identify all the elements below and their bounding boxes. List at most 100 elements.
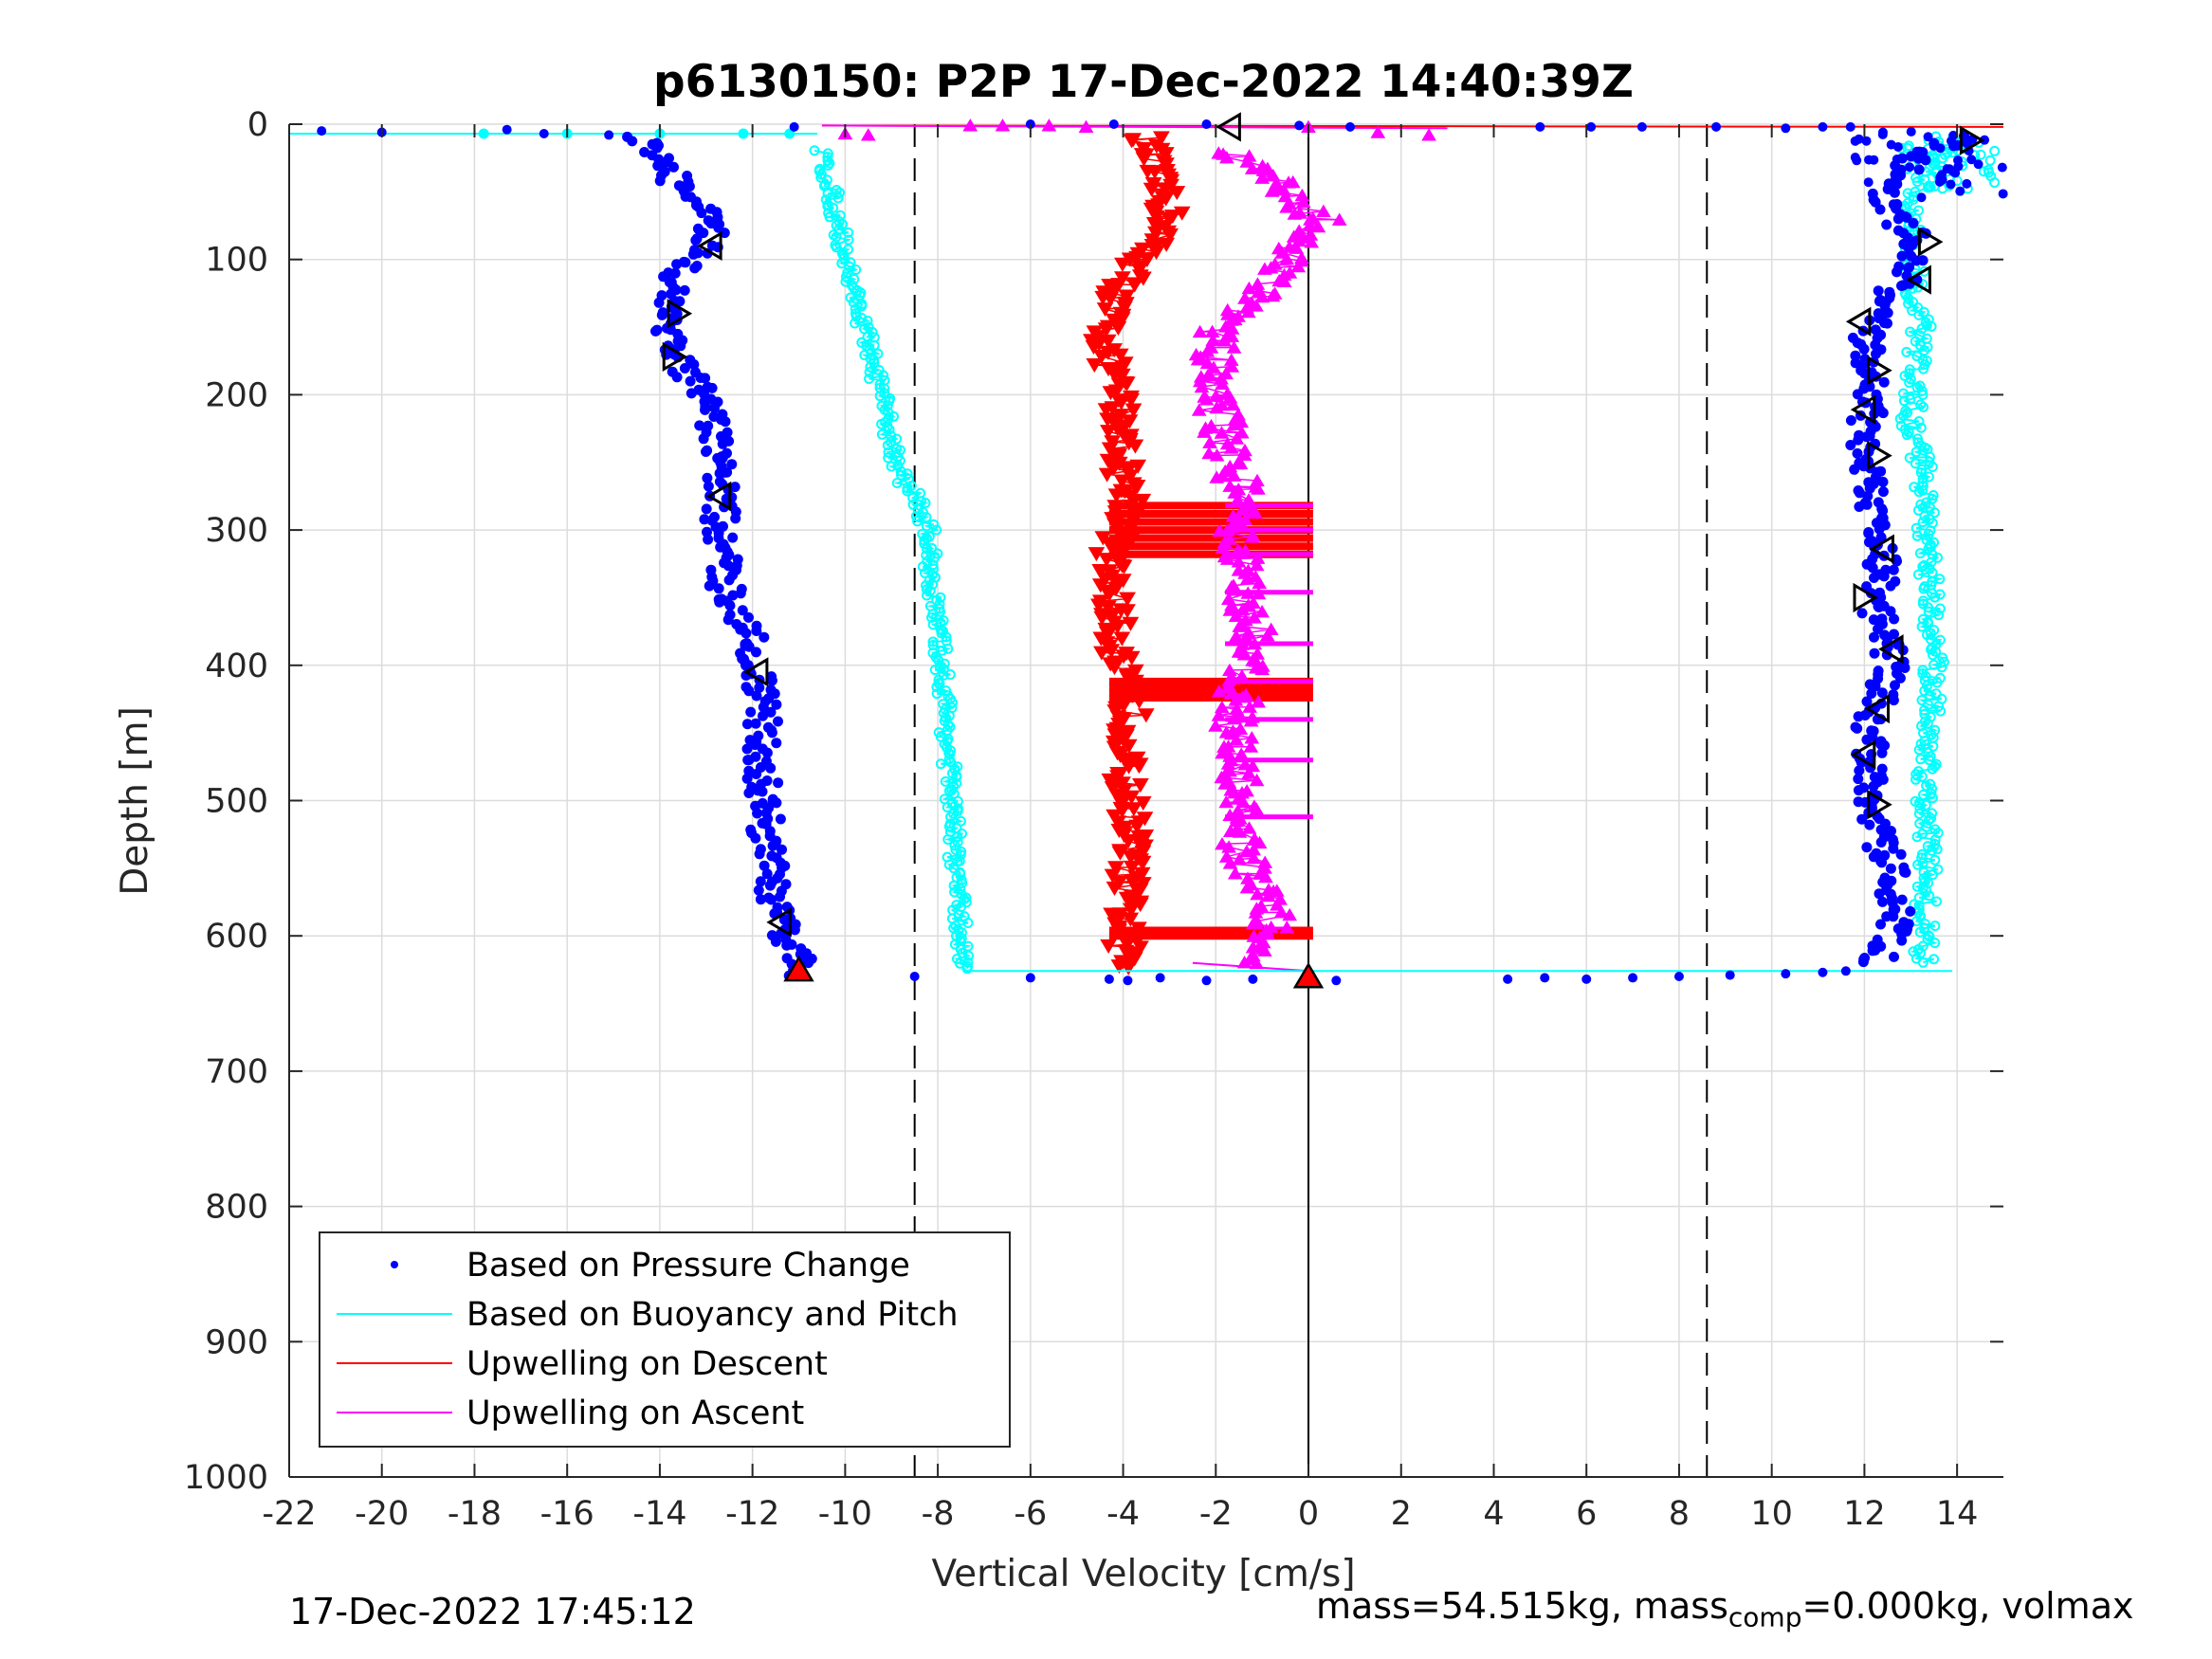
descent-upwelling-point [1094, 290, 1112, 305]
buoyancy-point [891, 478, 903, 488]
footer-mass-subscript: comp [1728, 1601, 1802, 1633]
pressure-change-point [1877, 486, 1889, 498]
pressure-change-point [742, 755, 754, 766]
descent-upwelling-point [1157, 147, 1175, 162]
descent-upwelling-point [1132, 778, 1149, 793]
descent-upwelling-point [1120, 960, 1138, 975]
buoyancy-point [822, 200, 833, 211]
descent-upwelling-point [1093, 611, 1111, 626]
footer-mass-suffix: =0.000kg, volmax [1801, 1585, 2134, 1627]
ascent-upwelling-point [1263, 622, 1279, 635]
buoyancy-point [883, 413, 894, 425]
pressure-change-extra-point [502, 124, 512, 135]
buoyancy-point [1925, 778, 1936, 790]
ascent-upwelling-point [1287, 207, 1303, 220]
buoyancy-point [952, 795, 963, 807]
right-pointing-triangle-marker [1917, 227, 1944, 257]
pressure-change-point [698, 433, 709, 445]
ascent-upwelling-point [1250, 647, 1266, 660]
pressure-change-point [1856, 608, 1868, 619]
buoyancy-point [956, 933, 967, 944]
ascent-upwelling-point [1250, 473, 1265, 487]
x-tick-label: -8 [922, 1495, 955, 1533]
ascent-upwelling-point [1219, 302, 1235, 317]
ascent-upwelling-point [1247, 799, 1262, 812]
pressure-change-point [1892, 225, 1904, 236]
pressure-change-point [653, 297, 665, 308]
pressure-change-point [740, 628, 752, 639]
descent-upwelling-point [1147, 226, 1164, 241]
buoyancy-point [874, 391, 886, 402]
ascent-upwelling-point [1247, 831, 1263, 846]
ascent-upwelling-surface-point [1370, 125, 1386, 138]
pressure-change-point [716, 414, 727, 426]
buoyancy-point [822, 188, 833, 199]
buoyancy-point [865, 361, 876, 373]
pressure-change-extra-point [1586, 121, 1597, 132]
ascent-upwelling-point [1214, 700, 1230, 714]
right-pointing-triangle-marker [1959, 125, 1985, 155]
ascent-upwelling-point [1267, 286, 1283, 300]
ascent-upwelling-point [1267, 257, 1283, 270]
descent-upwelling-point [1119, 592, 1136, 607]
buoyancy-point [1914, 548, 1926, 559]
descent-upwelling-point [1122, 616, 1140, 631]
ascent-upwelling-point [1251, 695, 1267, 708]
ascent-upwelling-point [1263, 920, 1279, 934]
ascent-upwelling-point [1241, 149, 1257, 162]
buoyancy-point [912, 504, 923, 515]
buoyancy-point [1936, 693, 1947, 704]
pressure-change-point [757, 817, 768, 829]
pressure-change-point [743, 611, 754, 623]
ascent-upwelling-point [1220, 739, 1236, 753]
left-pointing-triangle-marker [742, 657, 769, 687]
buoyancy-point [1915, 754, 1927, 765]
buoyancy-point [927, 559, 939, 571]
pressure-change-extra-point [1818, 121, 1828, 132]
left-pointing-triangle-marker [1845, 306, 1872, 337]
pressure-change-point [1886, 826, 1896, 837]
buoyancy-point [1927, 808, 1938, 819]
buoyancy-point [929, 665, 941, 676]
pressure-change-point [752, 808, 763, 819]
buoyancy-point [948, 788, 960, 799]
pressure-change-point [786, 939, 797, 950]
left-pointing-triangle-marker [697, 230, 722, 262]
descent-upwelling-point [1105, 412, 1123, 428]
pressure-change-point [1863, 477, 1874, 488]
ascent-upwelling-point [1237, 291, 1252, 304]
pressure-change-point [758, 710, 768, 721]
pressure-change-point [1873, 308, 1884, 319]
ascent-upwelling-point [1282, 265, 1298, 279]
ascent-upwelling-point [1226, 340, 1242, 354]
buoyancy-point [1913, 808, 1925, 819]
ascent-upwelling-point [1188, 347, 1204, 361]
buoyancy-point [1904, 368, 1915, 379]
buoyancy-point [1913, 205, 1924, 216]
pressure-change-surface-cluster-point [1955, 186, 1965, 196]
pressure-change-point [754, 848, 765, 860]
pressure-change-point [694, 420, 705, 431]
buoyancy-point [1917, 561, 1929, 573]
pressure-change-point [770, 936, 781, 947]
pressure-change-point [771, 738, 782, 749]
buoyancy-point [1917, 668, 1929, 679]
buoyancy-point [1917, 613, 1929, 625]
legend: Based on Pressure Change Based on Buoyanc… [319, 1231, 1011, 1448]
buoyancy-point [1910, 769, 1922, 780]
pressure-change-point [1875, 919, 1886, 930]
buoyancy-point [843, 227, 854, 238]
ascent-upwelling-point [1215, 837, 1230, 850]
pressure-change-extra-point [1845, 121, 1856, 132]
series-upwelling-on-ascent [821, 118, 1448, 973]
buoyancy-point [1921, 535, 1932, 545]
footer-mass-prefix: mass=54.515kg, mass [1316, 1585, 1728, 1627]
pressure-change-point [1890, 680, 1900, 691]
ascent-upwelling-point [1229, 702, 1245, 715]
pressure-change-extra-point [1108, 119, 1119, 129]
ascent-upwelling-point [1214, 398, 1230, 411]
pressure-change-extra-point [1104, 974, 1114, 984]
descent-upwelling-point [1139, 252, 1156, 267]
y-tick-label: 200 [205, 376, 268, 414]
buoyancy-point [824, 211, 835, 223]
